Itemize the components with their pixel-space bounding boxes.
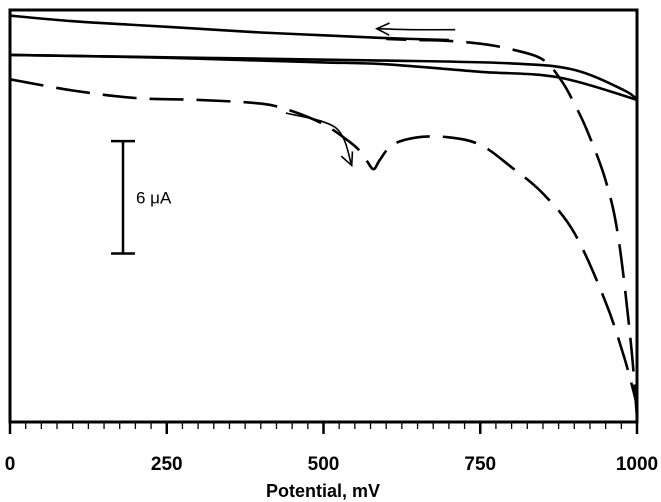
direction-arrow-shaft xyxy=(376,27,456,31)
x-tick-label: 500 xyxy=(308,454,340,475)
direction-arrow-1 xyxy=(285,112,354,168)
series-3-line xyxy=(9,14,449,42)
direction-arrow-head xyxy=(374,22,390,36)
x-axis: 0 250 500 750 1000 xyxy=(5,422,658,475)
annotations-layer xyxy=(285,22,456,168)
series-2-line xyxy=(9,53,638,101)
series-4-line xyxy=(9,78,639,406)
x-tick-label: 750 xyxy=(464,454,496,475)
x-tick-label: 1000 xyxy=(616,454,658,475)
direction-arrow-shaft xyxy=(285,112,353,166)
x-axis-title: Potential, mV xyxy=(266,481,380,501)
series-1-line xyxy=(9,53,638,102)
plot-frame xyxy=(8,8,639,424)
x-tick-label: 0 xyxy=(5,454,16,475)
scale-bar-label: 6 μA xyxy=(136,188,172,207)
series-5-line xyxy=(386,37,639,419)
x-tick-label: 250 xyxy=(151,454,183,475)
traces-layer xyxy=(9,14,639,419)
scale-bar: 6 μA xyxy=(111,139,172,255)
direction-arrow-2 xyxy=(374,22,456,36)
direction-arrow-head xyxy=(340,151,354,168)
